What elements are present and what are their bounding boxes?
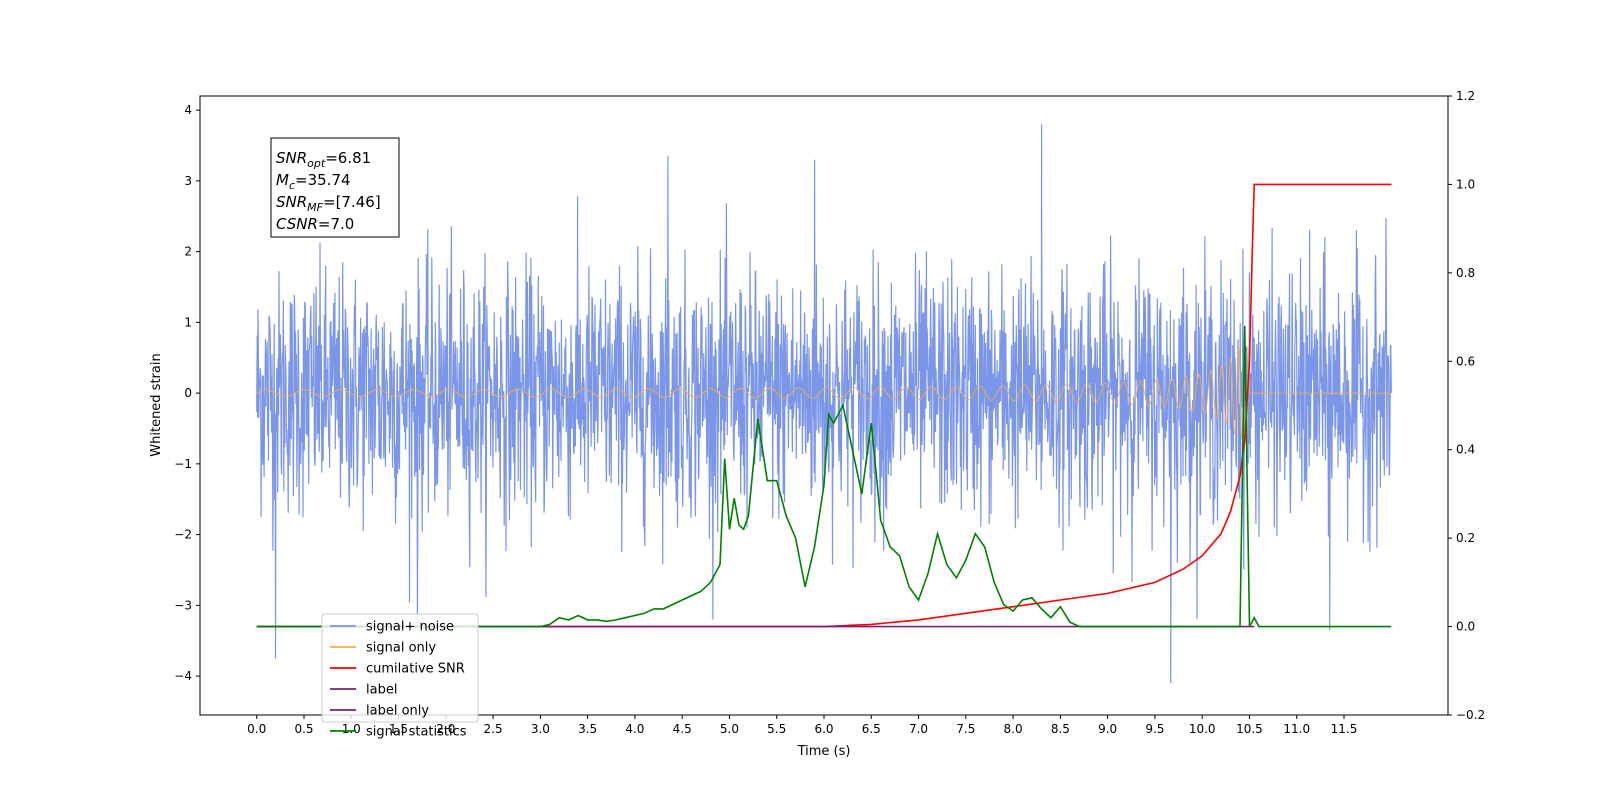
y-axis-right: 1.2 1.0 0.8 0.6 0.4 0.2 0.0 −0.2 [1448, 89, 1485, 722]
y-right-tick-label: 0.0 [1456, 620, 1475, 634]
y-axis-left: 4 3 2 1 0 −1 −2 −3 −4 [174, 103, 200, 683]
annotation-frame [270, 137, 400, 238]
y-right-tick-label: 1.0 [1456, 177, 1475, 191]
x-tick-label: 2.0 [436, 722, 455, 736]
x-tick-label: 7.0 [909, 722, 928, 736]
x-tick-label: 8.0 [1004, 722, 1023, 736]
series-signal-only [256, 347, 1392, 440]
annotation-line: CSNR=7.0 [276, 215, 354, 233]
y-right-tick-label: 0.4 [1456, 443, 1475, 457]
annotation-line: Mc=35.74 [276, 171, 351, 192]
x-axis: 0.0 0.5 1.0 1.5 2.0 2.5 3.0 3.5 4.0 4.5 5.0 5.5 6.0 6… [247, 715, 1357, 736]
x-tick-label: 10.0 [1189, 722, 1216, 736]
x-tick-label: 0.5 [294, 722, 313, 736]
legend-label: cumilative SNR [366, 662, 465, 677]
x-tick-label: 1.5 [389, 722, 408, 736]
x-tick-label: 4.5 [673, 722, 692, 736]
x-tick-label: 11.0 [1283, 722, 1310, 736]
x-tick-label: 10.5 [1236, 722, 1263, 736]
x-tick-label: 5.5 [767, 722, 786, 736]
x-tick-label: 1.0 [342, 722, 361, 736]
x-tick-label: 3.5 [578, 722, 597, 736]
x-tick-label: 11.5 [1331, 722, 1358, 736]
legend-label: label only [366, 704, 429, 719]
x-tick-label: 2.5 [484, 722, 503, 736]
legend-label: label [366, 683, 397, 698]
y-left-tick-label: 3 [184, 174, 192, 188]
series-signal-noise [256, 124, 1392, 684]
annotation-line: SNRopt=6.81 [276, 149, 371, 170]
x-tick-label: 6.0 [814, 722, 833, 736]
x-axis-label: Time (s) [797, 744, 851, 759]
y-left-tick-label: 2 [184, 245, 192, 259]
y-right-tick-label: 0.8 [1456, 266, 1475, 280]
x-tick-label: 3.0 [531, 722, 550, 736]
x-tick-label: 7.5 [956, 722, 975, 736]
legend-frame [321, 613, 479, 723]
x-tick-label: 8.5 [1051, 722, 1070, 736]
y-left-tick-label: 4 [184, 103, 192, 117]
x-tick-label: 5.0 [720, 722, 739, 736]
x-tick-label: 9.5 [1145, 722, 1164, 736]
x-tick-label: 0.0 [247, 722, 266, 736]
y-left-tick-label: −4 [174, 669, 192, 683]
y-right-tick-label: 0.2 [1456, 531, 1475, 545]
y-left-tick-label: −1 [174, 457, 192, 471]
y-right-tick-label: 0.6 [1456, 354, 1475, 368]
y-left-tick-label: 0 [184, 386, 192, 400]
y-axis-label: Whitened strain [149, 353, 164, 456]
legend-label: signal only [366, 641, 436, 656]
y-right-tick-label: 1.2 [1456, 89, 1475, 103]
x-tick-label: 4.0 [625, 722, 644, 736]
y-left-tick-label: 1 [184, 315, 192, 329]
y-right-tick-label: −0.2 [1456, 708, 1485, 722]
legend: signal+ noise signal only cumilative SNR la… [321, 613, 479, 740]
y-left-tick-label: −3 [174, 598, 192, 612]
y-left-tick-label: −2 [174, 528, 192, 542]
legend-label: signal+ noise [366, 620, 454, 635]
x-tick-label: 6.5 [862, 722, 881, 736]
x-tick-label: 9.0 [1098, 722, 1117, 736]
series-signal-statistics [256, 325, 1392, 628]
legend-label: signal statistics [366, 725, 467, 740]
annotation-line: SNRMF=[7.46] [276, 193, 381, 214]
